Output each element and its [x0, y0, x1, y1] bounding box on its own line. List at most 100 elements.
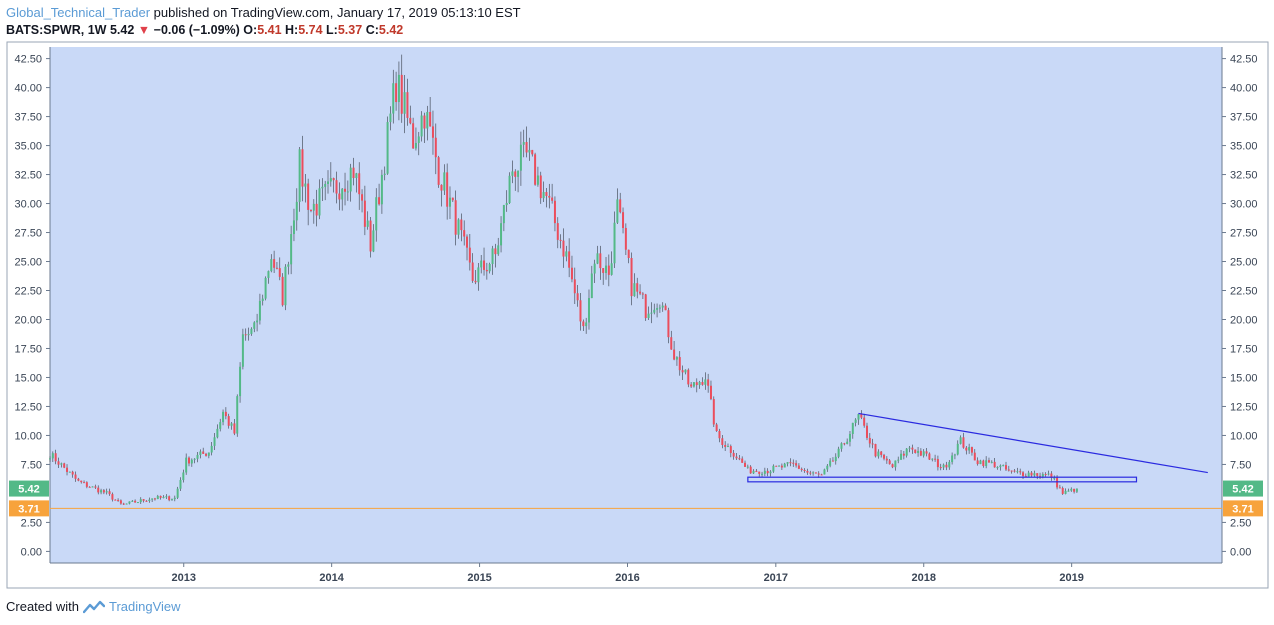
candle-up: [528, 149, 531, 153]
candle-up: [877, 451, 880, 457]
candle-up: [834, 456, 837, 462]
y-tick-label-right: 15.00: [1230, 372, 1258, 384]
candle-down: [707, 379, 710, 386]
candle-down: [687, 369, 690, 385]
candle-down: [556, 223, 559, 240]
candle-up: [990, 461, 993, 463]
author-link[interactable]: Global_Technical_Trader: [6, 5, 151, 20]
candle-down: [817, 473, 820, 475]
candle-down: [914, 449, 917, 453]
candle-down: [721, 438, 724, 445]
candle-up: [517, 170, 520, 177]
candle-down: [1004, 465, 1007, 470]
candle-up: [587, 298, 590, 323]
candle-down: [891, 464, 894, 468]
open-value: 5.41: [257, 23, 282, 37]
candle-down: [664, 305, 667, 311]
candle-down: [579, 300, 582, 322]
candle-down: [463, 230, 466, 237]
y-tick-label-right: 2.50: [1230, 517, 1251, 529]
candle-down: [335, 180, 338, 194]
candle-down: [483, 260, 486, 270]
candle-down: [363, 200, 366, 227]
candle-down: [440, 184, 443, 191]
candle-up: [837, 448, 840, 457]
candle-up: [131, 500, 134, 502]
candle-down: [681, 370, 684, 373]
candle-up: [298, 149, 301, 202]
candle-up: [505, 202, 508, 206]
candle-down: [803, 469, 806, 471]
candle-down: [358, 173, 361, 195]
y-tick-label-left: 7.50: [21, 459, 42, 471]
candle-up: [596, 253, 599, 264]
candle-up: [236, 396, 239, 434]
candle-up: [383, 173, 386, 175]
candle-down: [1058, 487, 1061, 489]
candle-down: [1039, 475, 1042, 477]
candle-up: [1027, 472, 1030, 477]
candle-down: [531, 149, 534, 155]
candle-down: [369, 220, 372, 252]
candle-down: [83, 482, 86, 484]
candle-up: [403, 92, 406, 114]
candle-down: [568, 251, 571, 268]
candle-down: [423, 115, 426, 129]
candle-down: [466, 236, 469, 248]
candle-up: [951, 455, 954, 463]
candle-up: [491, 248, 494, 264]
candle-down: [548, 195, 551, 198]
candle-up: [519, 144, 522, 171]
candle-up: [1002, 465, 1005, 467]
candle-up: [250, 328, 253, 334]
candle-up: [508, 175, 511, 203]
candle-up: [783, 463, 786, 468]
y-tick-label-right: 12.50: [1230, 401, 1258, 413]
candle-up: [948, 462, 951, 468]
candle-up: [375, 197, 378, 231]
candle-down: [88, 486, 91, 488]
candle-down: [883, 454, 886, 459]
candle-up: [996, 467, 999, 469]
candle-down: [831, 460, 834, 462]
candle-up: [213, 437, 216, 446]
y-tick-label-left: 25.00: [14, 257, 42, 269]
candle-down: [738, 458, 741, 460]
candle-down: [278, 268, 281, 277]
candle-down: [644, 294, 647, 319]
close-value: 5.42: [378, 23, 404, 37]
candle-down: [437, 157, 440, 185]
candle-down: [468, 247, 471, 263]
candle-down: [1073, 488, 1076, 492]
candle-down: [553, 200, 556, 224]
tradingview-brand[interactable]: TradingView: [108, 599, 181, 614]
candle-down: [965, 447, 968, 451]
low-label: L:: [326, 23, 338, 37]
candle-up: [542, 192, 545, 199]
candle-down: [273, 259, 276, 268]
candle-down: [885, 458, 888, 461]
x-tick-label: 2018: [911, 572, 935, 584]
candle-up: [1064, 490, 1067, 494]
candle-down: [766, 470, 769, 474]
candle-up: [985, 460, 988, 467]
candle-down: [111, 494, 114, 500]
candle-up: [267, 271, 270, 278]
x-tick-label: 2014: [319, 572, 344, 584]
candle-down: [454, 200, 457, 235]
y-tick-label-left: 42.50: [14, 54, 42, 66]
candle-up: [216, 428, 219, 438]
y-tick-label-left: 32.50: [14, 170, 42, 182]
candle-up: [397, 74, 400, 103]
symbol: BATS:SPWR, 1W: [6, 23, 107, 37]
candle-down: [874, 444, 877, 457]
candle-up: [812, 472, 815, 474]
candle-down: [806, 470, 809, 473]
candle-up: [746, 466, 749, 468]
candle-up: [349, 167, 352, 192]
candle-up: [179, 480, 182, 489]
candle-down: [551, 197, 554, 201]
last-price: 5.42: [109, 23, 135, 37]
candle-up: [511, 171, 514, 176]
candle-down: [880, 451, 883, 455]
